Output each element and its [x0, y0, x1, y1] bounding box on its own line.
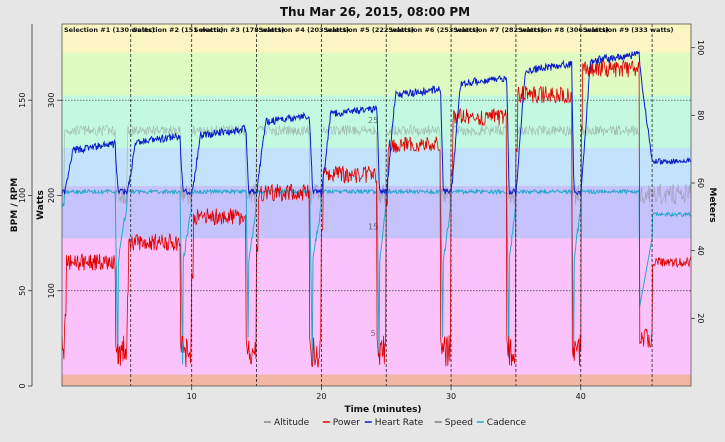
x-tick-label-2: 20: [316, 392, 326, 401]
series-speed-line: [61, 124, 692, 205]
y-axis-label-meters: Meters: [707, 187, 717, 222]
selection-label-8: Selection #8 (306 watts): [518, 26, 609, 34]
speed-tick-label-3: 25: [368, 116, 378, 125]
y-meters-tick-label-1: 20: [696, 313, 705, 323]
power-zone-1: [62, 374, 691, 386]
y-meters-tick-label-5: 100: [696, 40, 705, 55]
selection-label-6: Selection #6 (253 watts): [388, 26, 479, 34]
selection-label-7: Selection #7 (282 watts): [453, 26, 544, 34]
legend-label-3: Heart Rate: [375, 418, 424, 428]
selection-label-1: Selection #1 (130 watts): [64, 26, 155, 34]
y-bpm-tick-label-4: 150: [18, 93, 27, 108]
legend-label-1: Altitude: [274, 418, 310, 428]
selection-label-2: Selection #2 (151 watts): [133, 26, 224, 34]
y-meters-tick-label-2: 40: [696, 246, 705, 256]
plot-frame: [61, 23, 692, 387]
selection-label-3: Selection #3 (178 watts): [194, 26, 285, 34]
x-tick-label-3: 30: [446, 392, 456, 401]
y-watts-tick-label-3: 300: [47, 93, 56, 108]
y-watts-tick-label-2: 200: [47, 188, 56, 203]
y-watts-tick-label-1: 100: [47, 283, 56, 298]
x-tick-label-4: 40: [576, 392, 586, 401]
series-power-line: [61, 59, 692, 368]
selection-label-9: Selection #9 (333 watts): [583, 26, 674, 34]
y-meters-tick-label-3: 60: [696, 178, 705, 188]
x-tick-label-1: 10: [187, 392, 197, 401]
y-axis-label-bpm: BPM / RPM: [10, 178, 20, 232]
chart-title: Thu Mar 26, 2015, 08:00 PM: [280, 5, 470, 19]
legend-label-2: Power: [333, 418, 361, 428]
series-heart-rate-line: [61, 50, 692, 198]
y-meters-tick-label-4: 80: [696, 110, 705, 120]
speed-tick-label-2: 15: [368, 222, 378, 231]
y-bpm-tick-label-1: 0: [18, 383, 27, 388]
legend-label-4: Speed: [445, 418, 473, 428]
y-bpm-tick-label-3: 100: [18, 188, 27, 203]
legend-label-5: Cadence: [487, 418, 527, 428]
selection-label-4: Selection #4 (203 watts): [259, 26, 350, 34]
selection-markers: Selection #1 (130 watts)Selection #2 (15…: [64, 24, 674, 386]
selection-label-5: Selection #5 (222 watts): [323, 26, 414, 34]
power-zone-7: [62, 24, 691, 53]
axes: 10 20 30 40 0 50 100 150 100 200 300 20 40 60 80 100 5 15…: [18, 24, 705, 401]
legend: Altitude Power Heart Rate Speed Cadence: [264, 418, 527, 428]
speed-tick-label-1: 5: [371, 329, 376, 338]
y-bpm-tick-label-2: 50: [18, 286, 27, 296]
x-axis-label: Time (minutes): [344, 405, 421, 415]
series-layer: [61, 50, 692, 368]
y-axis-label-watts: Watts: [36, 190, 46, 220]
